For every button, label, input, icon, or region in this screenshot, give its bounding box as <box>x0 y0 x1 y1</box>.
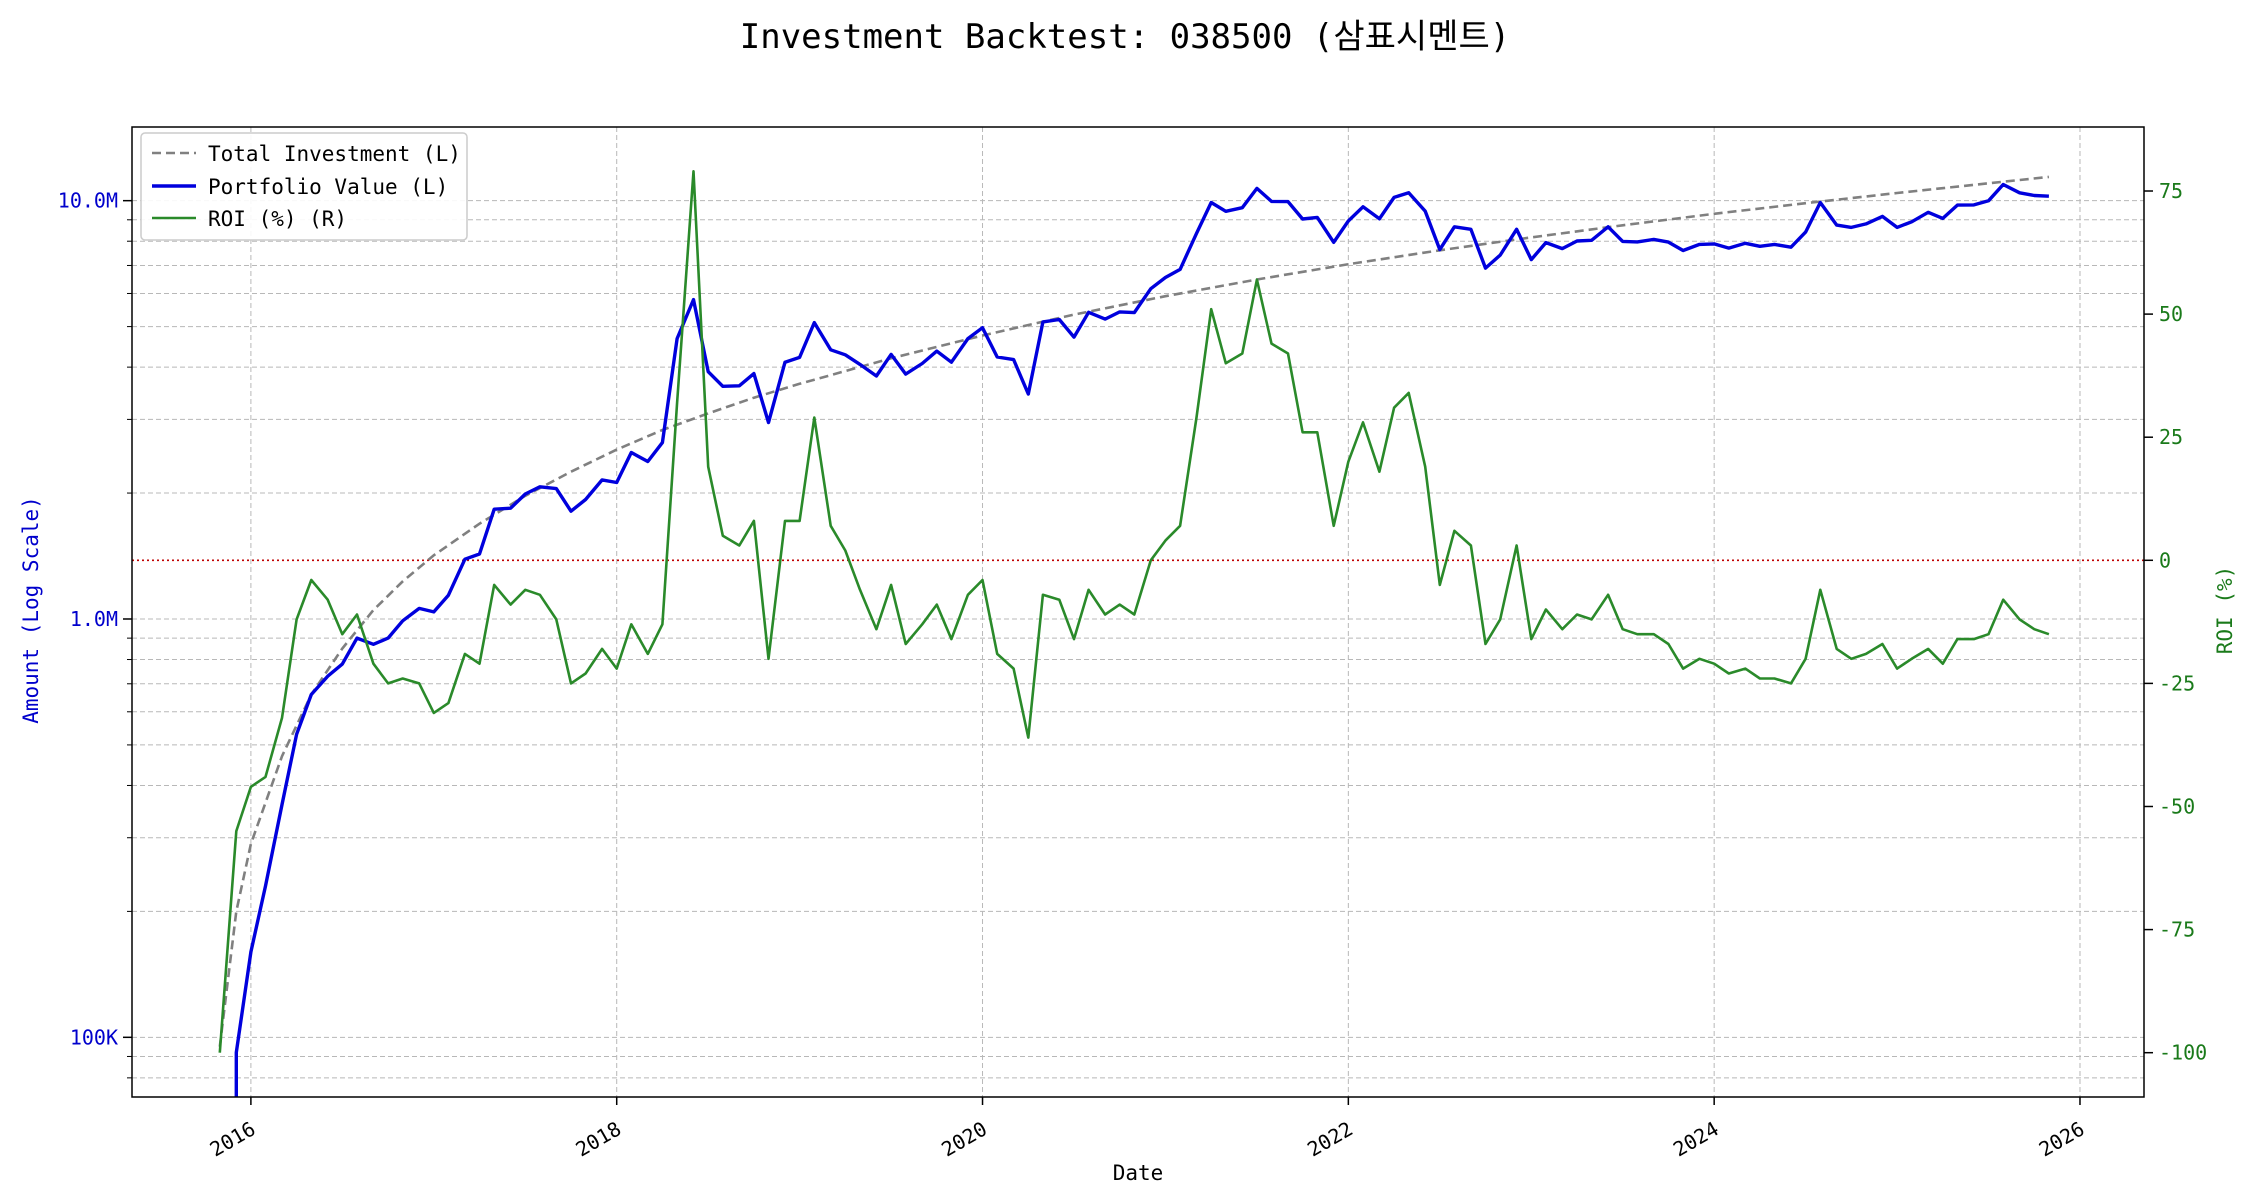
right-axis-label: ROI (%) <box>2213 566 2237 655</box>
right-axis-ticks: -100 -75 -50 -25 0 25 50 75 <box>2144 179 2207 1065</box>
chart-title: Investment Backtest: 038500 (삼표시멘트) <box>740 17 1511 57</box>
legend-label-roi: ROI (%) (R) <box>208 207 347 231</box>
left-tick-label: 1.0M <box>70 607 118 631</box>
right-tick-label: -25 <box>2159 671 2195 695</box>
portfolio-value-line <box>234 182 2049 1097</box>
legend: Total Investment (L) Portfolio Value (L)… <box>140 132 468 241</box>
left-tick-label: 10.0M <box>58 189 118 213</box>
x-tick-label: 2024 <box>1669 1117 1723 1162</box>
x-axis-ticks: 2016 2018 2020 2022 2024 2026 <box>206 1097 2089 1162</box>
major-gridlines <box>132 127 2144 1097</box>
x-tick-label: 2016 <box>206 1117 260 1162</box>
legend-label-portfolio-value: Portfolio Value (L) <box>208 175 448 199</box>
plot-area-frame <box>131 126 2145 1098</box>
x-tick-label: 2022 <box>1303 1117 1357 1162</box>
left-tick-label: 100K <box>70 1025 118 1049</box>
legend-box <box>140 132 468 241</box>
x-tick-label: 2026 <box>2035 1117 2089 1162</box>
right-tick-label: 0 <box>2159 548 2171 572</box>
x-axis-label: Date <box>1113 1161 1164 1185</box>
right-tick-label: -100 <box>2159 1041 2207 1065</box>
right-tick-label: 50 <box>2159 302 2183 326</box>
right-tick-label: 75 <box>2159 179 2183 203</box>
x-tick-label: 2018 <box>571 1117 625 1162</box>
legend-label-total-investment: Total Investment (L) <box>208 142 461 166</box>
roi-line <box>218 170 2050 1053</box>
total-investment-line <box>218 175 2050 1047</box>
right-tick-label: 25 <box>2159 425 2183 449</box>
right-tick-label: -75 <box>2159 918 2195 942</box>
left-axis-ticks: 100K 1.0M 10.0M <box>58 189 132 1079</box>
x-tick-label: 2020 <box>937 1117 991 1162</box>
right-tick-label: -50 <box>2159 794 2195 818</box>
minor-gridlines <box>132 219 2144 1079</box>
left-axis-label: Amount (Log Scale) <box>19 496 43 724</box>
